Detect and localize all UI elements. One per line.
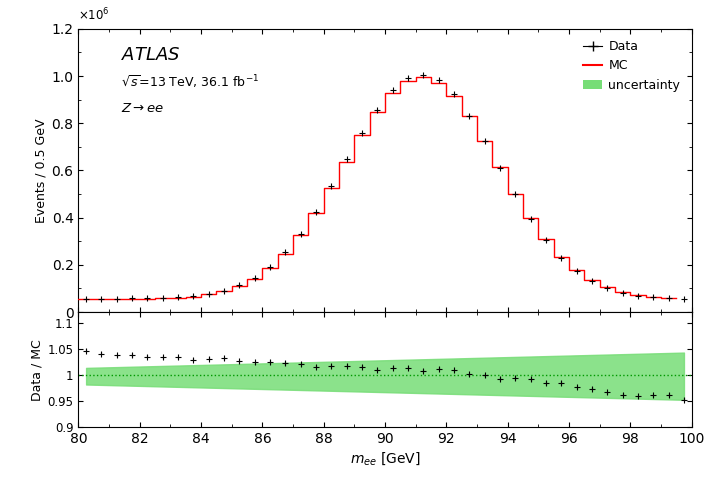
MC: [150, 296, 159, 301]
MC: [212, 288, 221, 294]
Data: [634, 293, 642, 299]
MC: [105, 296, 113, 302]
Data: [450, 91, 458, 97]
MC: [366, 108, 374, 114]
MC: [135, 296, 144, 301]
MC: [181, 294, 190, 300]
MC: [458, 113, 466, 119]
Data: [404, 75, 412, 81]
Data: [82, 296, 91, 301]
Data: [327, 183, 336, 189]
Data: [481, 138, 489, 144]
MC: [657, 295, 665, 301]
Text: $\times 10^{6}$: $\times 10^{6}$: [78, 7, 110, 23]
MC: [426, 80, 435, 85]
Data: [312, 209, 320, 215]
MC: [335, 159, 344, 165]
MC: [197, 291, 205, 297]
MC: [565, 267, 573, 273]
MC: [550, 254, 558, 260]
Y-axis label: Data / MC: Data / MC: [31, 339, 43, 400]
Data: [297, 231, 305, 237]
Y-axis label: Events / 0.5 GeV: Events / 0.5 GeV: [34, 118, 47, 223]
Data: [496, 165, 504, 171]
Data: [281, 250, 289, 255]
Data: [128, 296, 136, 301]
Data: [526, 216, 535, 222]
MC: [611, 289, 620, 295]
MC: [227, 283, 236, 289]
Text: $Z \rightarrow ee$: $Z \rightarrow ee$: [121, 102, 165, 116]
Data: [557, 255, 565, 261]
Data: [250, 275, 259, 281]
Data: [465, 113, 473, 119]
MC: [258, 265, 267, 271]
Data: [542, 238, 550, 243]
MC: [120, 296, 129, 302]
Legend: Data, MC, uncertainty: Data, MC, uncertainty: [578, 35, 685, 96]
Data: [342, 156, 351, 162]
Line: Data: Data: [83, 72, 687, 302]
Data: [665, 296, 673, 301]
MC: [519, 215, 528, 221]
Data: [358, 130, 366, 135]
Data: [97, 296, 106, 301]
MC: [90, 296, 98, 302]
MC: [274, 251, 282, 256]
MC: [473, 138, 481, 144]
Data: [143, 295, 152, 301]
MC: [396, 78, 405, 84]
MC: [411, 74, 420, 80]
MC: [534, 237, 543, 242]
Data: [419, 72, 428, 78]
MC: [503, 191, 512, 197]
MC: [350, 132, 359, 138]
MC: [642, 294, 650, 300]
Data: [189, 293, 198, 299]
Data: [266, 264, 275, 270]
Data: [205, 291, 213, 297]
MC: [595, 284, 604, 290]
MC: [381, 90, 389, 96]
MC: [626, 292, 635, 298]
Data: [373, 107, 381, 112]
Data: [434, 77, 443, 83]
MC: [289, 232, 297, 238]
MC: [319, 186, 328, 192]
Data: [679, 296, 688, 302]
MC: [672, 296, 681, 301]
Data: [588, 278, 596, 284]
Data: [573, 268, 581, 274]
Data: [220, 288, 228, 293]
Data: [511, 192, 520, 197]
Data: [174, 294, 183, 300]
Data: [603, 285, 612, 291]
MC: [442, 93, 451, 99]
Line: MC: MC: [78, 77, 677, 299]
X-axis label: $m_{ee}$ [GeV]: $m_{ee}$ [GeV]: [349, 450, 421, 467]
MC: [243, 276, 252, 281]
MC: [488, 164, 497, 170]
Data: [158, 295, 167, 301]
MC: [74, 296, 83, 302]
Data: [389, 87, 397, 93]
Data: [235, 283, 244, 288]
MC: [166, 295, 175, 300]
MC: [580, 277, 589, 283]
Data: [649, 295, 657, 300]
MC: [304, 211, 312, 216]
Data: [113, 296, 121, 301]
Text: $\it{ATLAS}$: $\it{ATLAS}$: [121, 46, 181, 64]
Data: [618, 290, 627, 296]
Text: $\sqrt{s}$=13 TeV, 36.1 fb$^{-1}$: $\sqrt{s}$=13 TeV, 36.1 fb$^{-1}$: [121, 74, 260, 91]
